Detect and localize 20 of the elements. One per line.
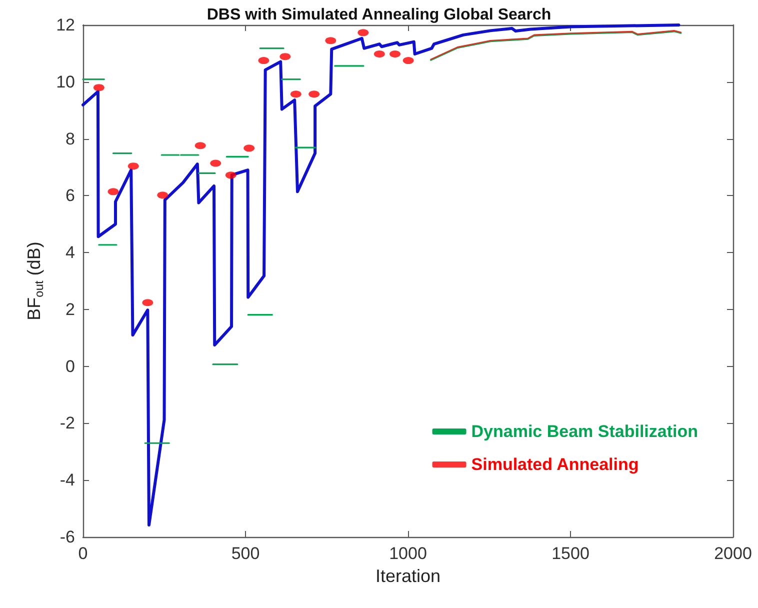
chart-title: DBS with Simulated Annealing Global Search <box>206 6 552 24</box>
x-tick-label: 500 <box>231 544 260 563</box>
x-axis-title: Iteration <box>375 566 441 586</box>
y-axis-title: BFout (dB) <box>24 242 46 320</box>
y-tick-label: 12 <box>56 16 75 34</box>
y-tick-label: 10 <box>56 72 75 92</box>
legend-label: Simulated Annealing <box>471 455 639 474</box>
y-tick-label: 2 <box>66 300 75 319</box>
legend-label: Dynamic Beam Stabilization <box>471 422 698 441</box>
y-tick-label: -6 <box>60 528 75 546</box>
x-tick-label: 0 <box>78 544 88 563</box>
x-tick-label: 1000 <box>389 544 427 563</box>
y-tick-label: 0 <box>66 356 75 376</box>
x-tick-label: 2000 <box>714 544 752 563</box>
y-tick-label: 4 <box>66 243 75 262</box>
y-tick-label: -2 <box>60 414 75 433</box>
x-tick-label: 1500 <box>552 544 590 563</box>
y-tick-label: 6 <box>66 186 75 206</box>
y-tick-label: -4 <box>60 470 75 490</box>
y-tick-label: 8 <box>66 129 75 148</box>
